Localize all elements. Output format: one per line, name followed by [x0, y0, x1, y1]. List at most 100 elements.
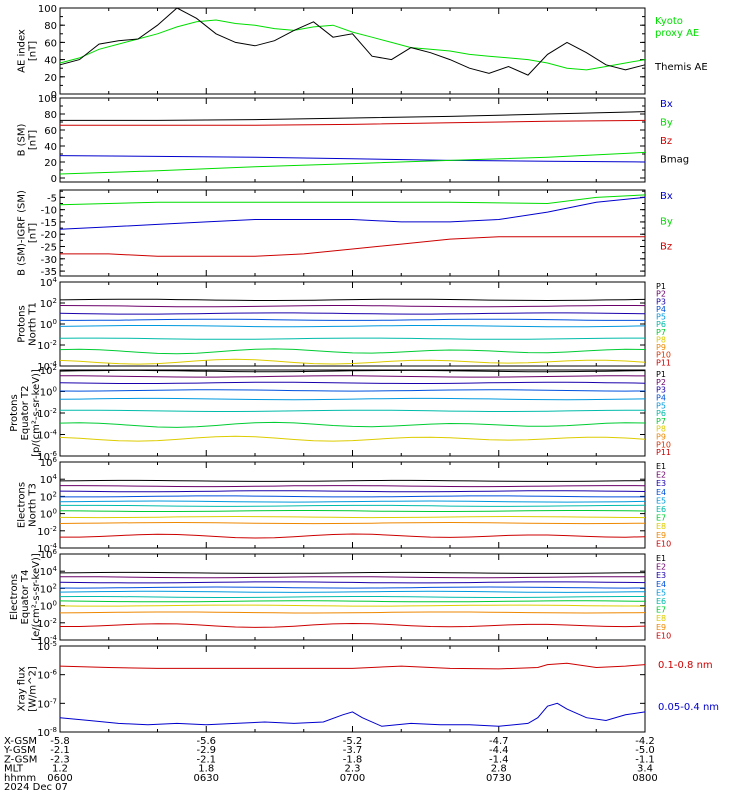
footer-row-label: Y-GSM — [3, 745, 36, 756]
footer-value: -4.2 — [635, 736, 655, 747]
legend-electrons_equator-4: E5 — [656, 588, 666, 597]
ytick-label-electrons_north: 102 — [40, 490, 57, 503]
ylabel-electrons_equator: [e/(cm²-s-sr-keV)] — [31, 553, 42, 641]
channel-line-electrons_north-0 — [59, 479, 646, 482]
channel-line-electrons_north-4 — [59, 500, 646, 503]
footer-value: -4.4 — [489, 745, 509, 756]
footer-value: -1.4 — [489, 754, 509, 765]
legend-electrons_north-6: E7 — [656, 514, 666, 523]
legend-xray-0: 0.1-0.8 nm — [658, 660, 713, 671]
ytick-label-electrons_equator: 104 — [40, 565, 58, 578]
legend-electrons_north-3: E4 — [656, 488, 666, 497]
legend-b_sm-0: Bx — [660, 99, 673, 110]
channel-line-protons_north-2 — [59, 312, 646, 315]
footer-value: 0600 — [47, 773, 72, 784]
footer-value: 3.4 — [637, 764, 653, 775]
ylabel-xray: Xray flux — [17, 667, 28, 712]
legend-electrons_north-5: E6 — [656, 505, 666, 514]
ylabel-electrons_equator: Equator T4 — [20, 570, 31, 625]
footer-value: -2.9 — [196, 745, 216, 756]
channel-line-electrons_north-8 — [59, 521, 646, 525]
ylabel-electrons_north: Electrons — [17, 482, 28, 528]
ylabel-xray: [W/m^2] — [28, 666, 39, 712]
channel-line-electrons_north-2 — [59, 490, 646, 493]
channel-line-protons_equator-7 — [59, 435, 646, 442]
ytick-label-electrons_north: 10-2 — [37, 525, 57, 538]
channel-line-electrons_north-6 — [59, 510, 646, 512]
legend-protons_equator-5: P6 — [656, 409, 666, 418]
ylabel-b_minus_igrf: B (SM)-IGRF (SM) — [17, 190, 28, 276]
series-line-b_minus_igrf-1 — [59, 194, 646, 206]
channel-line-electrons_north-3 — [60, 495, 645, 498]
footer-value: 1.2 — [52, 764, 68, 775]
legend-protons_north-1: P2 — [656, 290, 666, 299]
legend-protons_north-0: P1 — [656, 282, 666, 291]
series-line-b_sm-2 — [60, 119, 646, 126]
legend-electrons_north-7: E8 — [656, 522, 666, 531]
legend-b_minus_igrf-1: By — [660, 216, 673, 227]
legend-electrons_equator-1: E2 — [656, 563, 666, 572]
channel-line-electrons_north-5 — [60, 504, 646, 507]
channel-line-protons_equator-3 — [59, 389, 646, 392]
ytick-label-electrons_north: 106 — [40, 456, 58, 469]
channel-line-protons_equator-5 — [59, 409, 645, 412]
ytick-label-protons_north: 100 — [40, 318, 57, 331]
footer-value: -2.3 — [50, 754, 70, 765]
legend-protons_north-3: P4 — [656, 305, 666, 314]
series-line-b_sm-3 — [60, 111, 646, 121]
footer-value: -2.1 — [196, 754, 216, 765]
legend-ae-kyoto-1: Kyoto — [655, 16, 683, 27]
ytick-label-electrons_equator: 106 — [40, 548, 58, 561]
ytick-label-b_minus_igrf: -20 — [41, 230, 57, 241]
channel-line-electrons_north-1 — [60, 485, 646, 488]
footer-value: -4.7 — [489, 736, 509, 747]
ytick-label-b_minus_igrf: -25 — [41, 243, 57, 254]
ylabel-b_sm: [nT] — [28, 130, 39, 150]
ytick-label-b_sm: 80 — [44, 110, 57, 121]
footer-value: -1.8 — [343, 754, 363, 765]
ytick-label-ae: 20 — [44, 73, 57, 84]
legend-protons_equator-0: P1 — [656, 370, 666, 379]
ytick-label-b_sm: 60 — [44, 126, 57, 137]
ytick-label-ae: 60 — [44, 38, 57, 49]
series-line-ae-0 — [59, 19, 646, 71]
legend-b_sm-1: By — [660, 118, 673, 129]
legend-protons_equator-6: P7 — [656, 417, 666, 426]
ytick-label-b_sm: 20 — [44, 158, 57, 169]
footer-row-label: X-GSM — [4, 736, 37, 747]
legend-electrons_equator-9: E10 — [656, 631, 671, 640]
channel-line-electrons_equator-5 — [59, 596, 645, 598]
footer-value: -3.7 — [343, 745, 363, 756]
ytick-label-electrons_north: 100 — [40, 508, 57, 521]
footer-value: -5.2 — [343, 736, 363, 747]
legend-electrons_north-2: E3 — [656, 479, 666, 488]
legend-electrons_equator-2: E3 — [656, 571, 666, 580]
legend-protons_north-5: P6 — [656, 320, 666, 329]
footer-value: 2.3 — [345, 764, 361, 775]
legend-b_minus_igrf-2: Bz — [660, 242, 672, 253]
legend-electrons_north-9: E10 — [656, 539, 671, 548]
ytick-label-protons_north: 10-2 — [37, 339, 57, 352]
ylabel-electrons_north: North T3 — [28, 483, 39, 527]
ytick-label-b_sm: 40 — [44, 142, 57, 153]
channel-line-protons_north-1 — [59, 305, 646, 308]
panel-frame-ae — [59, 7, 646, 95]
legend-electrons_equator-3: E4 — [656, 580, 666, 589]
channel-line-electrons_equator-9 — [60, 622, 646, 628]
series-line-ae-1 — [59, 7, 646, 76]
legend-electrons_north-0: E1 — [656, 462, 666, 471]
ytick-label-ae: 80 — [44, 21, 57, 32]
footer-value: -5.8 — [50, 736, 70, 747]
ytick-label-xray: 10-5 — [37, 640, 57, 653]
legend-b_sm-3: Bmag — [660, 155, 689, 166]
channel-line-protons_equator-0 — [59, 369, 646, 373]
legend-protons_equator-1: P2 — [656, 378, 666, 387]
legend-electrons_equator-0: E1 — [656, 554, 666, 563]
legend-ae-kyoto-2: proxy AE — [655, 28, 699, 39]
ylabel-ae: AE index — [17, 29, 28, 73]
legend-protons_equator-3: P4 — [656, 393, 666, 402]
legend-b_sm-2: Bz — [660, 136, 672, 147]
channel-line-electrons_equator-0 — [59, 571, 646, 574]
ylabel-ae: [nT] — [28, 41, 39, 61]
